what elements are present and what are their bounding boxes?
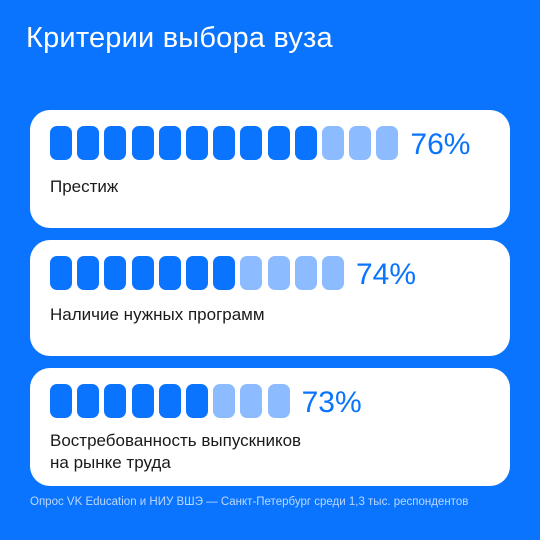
bar-segment bbox=[294, 126, 317, 160]
bar-segment bbox=[158, 256, 181, 290]
bar-segment bbox=[240, 384, 263, 418]
bar-segment bbox=[77, 256, 100, 290]
bar-segment bbox=[104, 256, 127, 290]
bar-segment bbox=[158, 126, 181, 160]
bar-segment bbox=[349, 126, 372, 160]
percent-label: 76% bbox=[410, 128, 471, 161]
criterion-label: Престиж bbox=[50, 176, 118, 198]
bar-segment bbox=[213, 256, 236, 290]
criterion-label-line: Престиж bbox=[50, 177, 119, 196]
bar-segment bbox=[50, 384, 72, 418]
bar-segment bbox=[322, 126, 344, 160]
bar-segment bbox=[322, 256, 344, 290]
bar-segment bbox=[240, 126, 263, 160]
criterion-label-line: Наличие нужных программ bbox=[50, 305, 265, 324]
criterion-label: Востребованность выпускников на рынке тр… bbox=[50, 430, 301, 474]
bar-segment bbox=[50, 126, 72, 160]
criterion-label-line: Востребованность выпускников bbox=[50, 431, 302, 450]
source-footnote: Опрос VK Education и НИУ ВШЭ — Санкт-Пет… bbox=[30, 496, 469, 508]
bar-segment bbox=[186, 384, 208, 418]
criterion-label: Наличие нужных программ bbox=[50, 304, 265, 326]
criterion-card-prestige: 76% Престиж bbox=[30, 110, 510, 228]
bar-segment bbox=[267, 126, 290, 160]
bar-segment bbox=[104, 126, 127, 160]
criterion-card-employability: 73% Востребованность выпускников на рынк… bbox=[30, 368, 510, 486]
bar-segment bbox=[213, 126, 236, 160]
segment-bar bbox=[50, 256, 344, 290]
bar-segment bbox=[186, 256, 208, 290]
percent-label: 73% bbox=[301, 386, 362, 419]
bar-segment bbox=[131, 256, 154, 290]
bar-segment bbox=[376, 126, 399, 160]
segment-bar bbox=[50, 384, 290, 418]
chart-title: Критерии выбора вуза bbox=[26, 22, 333, 54]
bar-segment bbox=[104, 384, 127, 418]
bar-segment bbox=[213, 384, 236, 418]
criterion-card-programs: 74% Наличие нужных программ bbox=[30, 240, 510, 356]
bar-segment bbox=[240, 256, 263, 290]
segment-bar bbox=[50, 126, 399, 160]
bar-segment bbox=[131, 384, 154, 418]
criterion-label-line: на рынке труда bbox=[50, 453, 171, 472]
bar-segment bbox=[267, 384, 290, 418]
bar-segment bbox=[294, 256, 317, 290]
bar-segment bbox=[267, 256, 290, 290]
percent-label: 74% bbox=[356, 258, 417, 291]
bar-segment bbox=[77, 126, 100, 160]
bar-segment bbox=[131, 126, 154, 160]
bar-segment bbox=[77, 384, 100, 418]
bar-segment bbox=[158, 384, 181, 418]
bar-segment bbox=[186, 126, 208, 160]
bar-segment bbox=[50, 256, 72, 290]
